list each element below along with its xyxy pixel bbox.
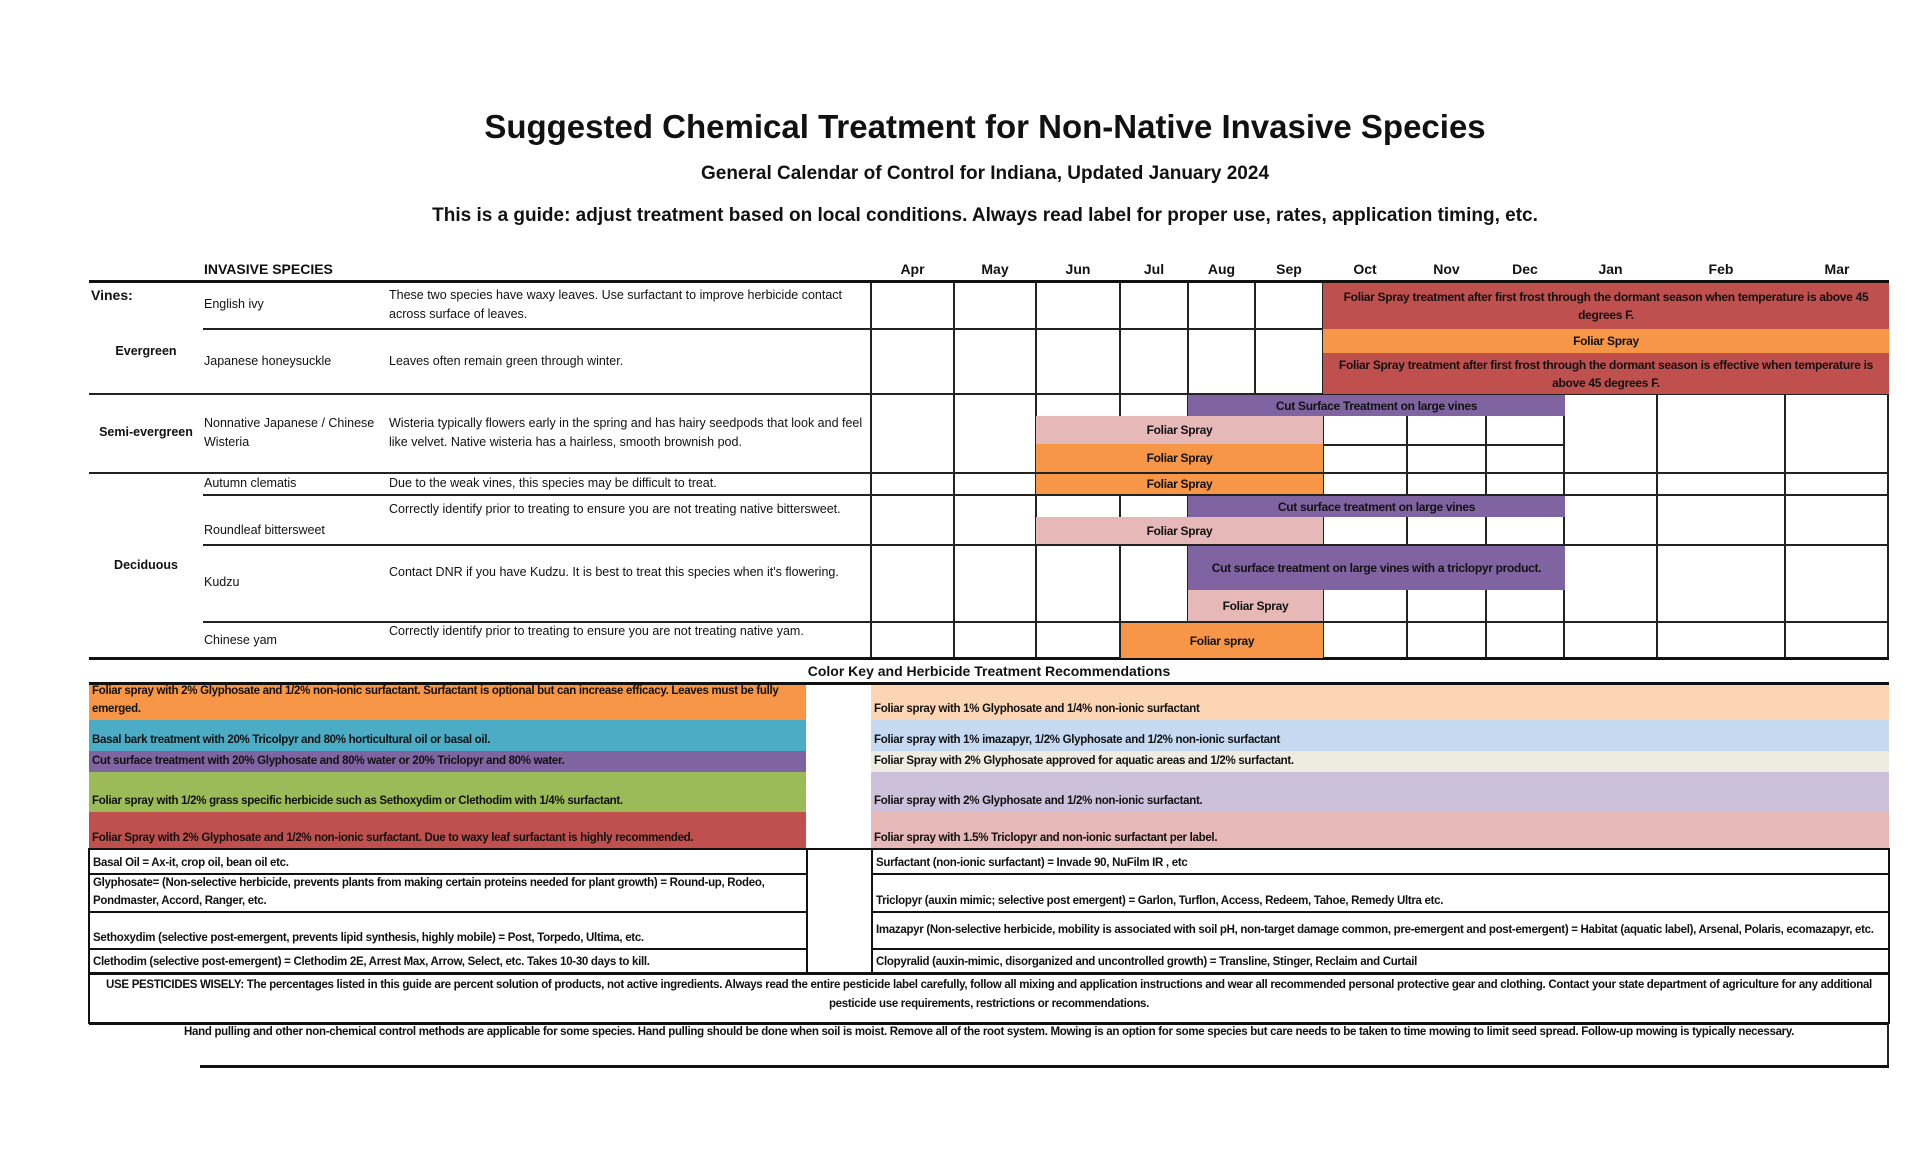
treatment-bar-purple: Cut surface treatment on large vines (1188, 496, 1565, 517)
definition-basal-oil: Basal Oil = Ax-it, crop oil, bean oil et… (88, 848, 808, 875)
species-name: English ivy (204, 297, 264, 311)
species-note: Correctly identify prior to treating to … (389, 502, 841, 516)
key-purple: Cut surface treatment with 20% Glyphosat… (89, 751, 806, 772)
page-subtitle: General Calendar of Control for Indiana,… (700, 163, 1270, 184)
treatment-bar-purple: Cut Surface Treatment on large vines (1188, 395, 1565, 416)
manual-control-note: Hand pulling and other non-chemical cont… (184, 1026, 1794, 1038)
definition-clopyralid: Clopyralid (auxin-mimic, disorganized an… (871, 948, 1890, 974)
key-light-pink: Foliar spray with 1.5% Triclopyr and non… (871, 812, 1889, 849)
key-lavender: Foliar spray with 2% Glyphosate and 1/2%… (871, 772, 1889, 812)
species-name: Roundleaf bittersweet (204, 523, 325, 537)
treatment-bar-pink: Foliar Spray (1036, 416, 1323, 444)
spacer (806, 848, 873, 974)
definition-imazapyr: Imazapyr (Non-selective herbicide, mobil… (871, 911, 1890, 950)
definition-triclopyr: Triclopyr (auxin mimic; selective post e… (871, 873, 1890, 913)
treatment-bar-orange: Foliar Spray (1323, 329, 1889, 353)
species-name: Autumn clematis (204, 476, 297, 490)
key-red: Foliar Spray with 2% Glyphosate and 1/2%… (89, 812, 806, 849)
treatment-bar-purple: Cut surface treatment on large vines wit… (1188, 546, 1565, 590)
month-may: May (981, 261, 1009, 277)
category-vines: Vines: (91, 287, 133, 303)
treatment-bar-pink: Foliar Spray (1188, 590, 1323, 621)
key-cream: Foliar Spray with 2% Glyphosate approved… (871, 751, 1889, 772)
key-green: Foliar spray with 1/2% grass specific he… (89, 772, 806, 812)
category-semi-evergreen: Semi-evergreen (99, 425, 193, 439)
species-name: Kudzu (204, 575, 240, 589)
species-note: Correctly identify prior to treating to … (389, 624, 804, 638)
month-feb: Feb (1708, 261, 1734, 277)
key-light-blue: Foliar spray with 1% imazapyr, 1/2% Glyp… (871, 720, 1889, 751)
key-orange: Foliar spray with 2% Glyphosate and 1/2%… (89, 685, 806, 720)
month-sep: Sep (1276, 261, 1302, 277)
species-name: Japanese honeysuckle (204, 354, 332, 368)
category-evergreen: Evergreen (115, 344, 177, 358)
category-deciduous: Deciduous (114, 558, 178, 572)
month-nov: Nov (1433, 261, 1460, 277)
month-apr: Apr (900, 261, 925, 277)
definition-surfactant: Surfactant (non-ionic surfactant) = Inva… (871, 848, 1890, 875)
treatment-bar-orange: Foliar Spray (1036, 444, 1323, 472)
invasive-species-header: INVASIVE SPECIES (204, 261, 333, 277)
species-name: Chinese yam (204, 633, 277, 647)
treatment-bar-orange: Foliar spray (1121, 623, 1323, 658)
month-mar: Mar (1824, 261, 1850, 277)
species-note: Due to the weak vines, this species may … (389, 476, 717, 490)
species-note: Leaves often remain green through winter… (389, 354, 624, 368)
species-note: These two species have waxy leaves. Use … (389, 288, 842, 321)
month-jun: Jun (1065, 261, 1091, 277)
month-jan: Jan (1598, 261, 1623, 277)
color-key-title: Color Key and Herbicide Treatment Recomm… (807, 663, 1171, 679)
definition-sethoxydim: Sethoxydim (selective post-emergent, pre… (88, 911, 808, 950)
definition-clethodim: Clethodim (selective post-emergent) = Cl… (88, 948, 808, 974)
treatment-bar-pink: Foliar Spray (1036, 517, 1323, 544)
pesticide-warning: USE PESTICIDES WISELY: The percentages l… (88, 972, 1890, 1024)
treatment-bar-orange: Foliar Spray (1036, 474, 1323, 494)
treatment-bar-red: Foliar Spray treatment after first frost… (1323, 353, 1889, 394)
species-name: Nonnative Japanese / Chinese Wisteria (204, 416, 375, 449)
key-blue: Basal bark treatment with 20% Tricolpyr … (89, 720, 806, 751)
definition-glyphosate: Glyphosate= (Non-selective herbicide, pr… (88, 873, 808, 913)
species-note: Contact DNR if you have Kudzu. It is bes… (389, 565, 839, 579)
guide-note: This is a guide: adjust treatment based … (432, 205, 1538, 226)
species-note: Wisteria typically flowers early in the … (389, 416, 863, 449)
month-aug: Aug (1207, 261, 1236, 277)
month-oct: Oct (1353, 261, 1377, 277)
month-dec: Dec (1512, 261, 1538, 277)
page-title: Suggested Chemical Treatment for Non-Nat… (484, 108, 1486, 145)
month-jul: Jul (1143, 261, 1165, 277)
key-peach: Foliar spray with 1% Glyphosate and 1/4%… (871, 685, 1889, 720)
treatment-bar-red: Foliar Spray treatment after first frost… (1323, 283, 1889, 329)
